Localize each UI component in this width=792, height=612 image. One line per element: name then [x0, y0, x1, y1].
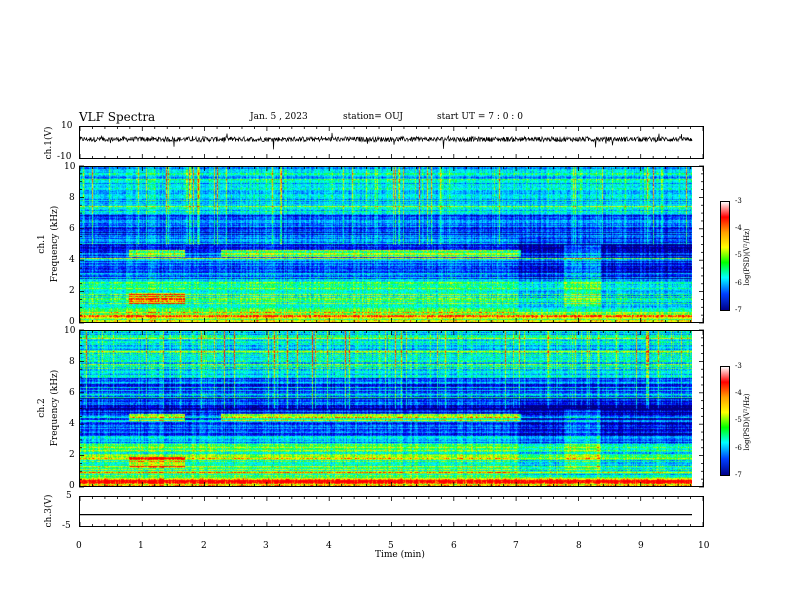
colorbar-1-tick-m3: -3	[735, 197, 742, 205]
xtick-7: 7	[513, 541, 519, 551]
xtick-9: 9	[638, 541, 644, 551]
xtick-6: 6	[451, 541, 457, 551]
spectrogram2-image	[80, 331, 692, 486]
colorbar-2-tick-m6: -6	[735, 444, 742, 452]
colorbar-1-tick-m4: -4	[735, 224, 742, 232]
wf3-ytick-top: 5	[66, 491, 72, 501]
colorbar-1-tick-m7: -7	[735, 306, 742, 314]
xtick-5: 5	[388, 541, 394, 551]
xtick-10: 10	[698, 541, 710, 551]
colorbar-2-tick-m4: -4	[735, 389, 742, 397]
colorbar-2-label: log(PSD)(V²/Hz)	[743, 393, 751, 451]
spec1-ylabel-channel: ch.1	[37, 234, 47, 254]
spec2-ytick-4: 4	[69, 419, 75, 429]
colorbar-2-tick-m3: -3	[735, 362, 742, 370]
spec1-ytick-4: 4	[69, 255, 75, 265]
colorbar-2-tick-m5: -5	[735, 416, 742, 424]
wf3-ytick-bottom: -5	[62, 521, 71, 531]
xtick-4: 4	[326, 541, 332, 551]
colorbar-1-tick-m6: -6	[735, 279, 742, 287]
spec1-ytick-10: 10	[64, 162, 76, 172]
xtick-8: 8	[576, 541, 582, 551]
waveform1-panel	[79, 126, 704, 159]
spec2-ylabel-channel: ch.2	[37, 398, 47, 418]
colorbar-1-label: log(PSD)(V²/Hz)	[743, 228, 751, 286]
wf1-ytick-top: 10	[61, 121, 73, 131]
xtick-0: 0	[76, 541, 82, 551]
colorbar-2-tick-m7: -7	[735, 471, 742, 479]
spec2-ytick-8: 8	[69, 357, 75, 367]
waveform3-panel	[79, 496, 704, 527]
colorbar-1	[720, 201, 730, 311]
wf3-ylabel: ch.3(V)	[44, 494, 54, 528]
wf1-ylabel: ch.1(V)	[44, 126, 54, 160]
colorbar-1-tick-m5: -5	[735, 251, 742, 259]
spec2-ytick-2: 2	[69, 450, 75, 460]
spec1-ylabel: Frequency (kHz)	[50, 205, 60, 283]
date-label: Jan. 5 , 2023	[250, 112, 308, 122]
spec1-ytick-8: 8	[69, 193, 75, 203]
spec1-ytick-2: 2	[69, 286, 75, 296]
spec2-ytick-6: 6	[69, 388, 75, 398]
spectrogram1-image	[80, 167, 692, 322]
chart-title: VLF Spectra	[79, 110, 156, 124]
colorbar-2	[720, 366, 730, 476]
xtick-1: 1	[138, 541, 144, 551]
spec2-ylabel: Frequency (kHz)	[50, 369, 60, 447]
x-axis-label: Time (min)	[375, 550, 425, 560]
spec1-ytick-6: 6	[69, 224, 75, 234]
start-time-label: start UT = 7 : 0 : 0	[437, 112, 523, 122]
station-label: station= OUJ	[343, 112, 404, 122]
xtick-2: 2	[201, 541, 207, 551]
spec2-ytick-10: 10	[64, 326, 76, 336]
xtick-3: 3	[263, 541, 269, 551]
wf1-ytick-bottom: -10	[57, 152, 72, 162]
spec2-ytick-0: 0	[69, 481, 75, 491]
spec1-ytick-0: 0	[69, 317, 75, 327]
